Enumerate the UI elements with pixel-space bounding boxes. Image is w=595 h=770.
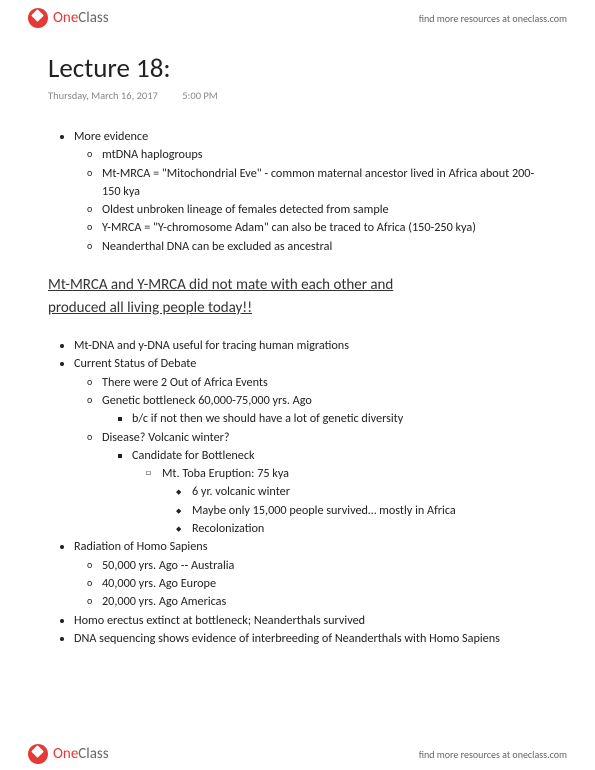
emphasis-line: Mt-MRCA and Y-MRCA did not mate with eac… bbox=[48, 274, 547, 297]
list-text: More evidence bbox=[74, 129, 148, 144]
list-item: Maybe only 15,000 people survived… mostl… bbox=[192, 502, 547, 520]
list-item: Radiation of Homo Sapiens 50,000 yrs. Ag… bbox=[74, 538, 547, 611]
list-item: 50,000 yrs. Ago -- Australia bbox=[102, 557, 547, 575]
list-item: 6 yr. volcanic winter bbox=[192, 483, 547, 501]
emphasis-block: Mt-MRCA and Y-MRCA did not mate with eac… bbox=[48, 274, 547, 319]
brand-logo[interactable]: OneClass bbox=[28, 8, 109, 28]
list-text: Candidate for Bottleneck bbox=[132, 448, 255, 463]
list-item: b/c if not then we should have a lot of … bbox=[132, 410, 547, 428]
list-text: Mt. Toba Eruption: 75 kya bbox=[162, 466, 289, 481]
list-text: Genetic bottleneck 60,000-75,000 yrs. Ag… bbox=[102, 393, 312, 408]
page-footer: OneClass find more resources at oneclass… bbox=[0, 744, 595, 764]
resources-link[interactable]: find more resources at oneclass.com bbox=[419, 748, 567, 761]
logo-text: OneClass bbox=[53, 9, 109, 27]
logo-icon bbox=[28, 744, 48, 764]
brand-class: Class bbox=[78, 9, 108, 27]
document-body: Lecture 18: Thursday, March 16, 2017 5:0… bbox=[0, 40, 595, 648]
list-item: There were 2 Out of Africa Events bbox=[102, 374, 547, 392]
list-item: Candidate for Bottleneck Mt. Toba Erupti… bbox=[132, 447, 547, 538]
list-item: Oldest unbroken lineage of females detec… bbox=[102, 201, 547, 219]
list-item: 40,000 yrs. Ago Europe bbox=[102, 575, 547, 593]
emphasis-line: produced all living people today!! bbox=[48, 297, 547, 320]
list-item: Mt-DNA and y-DNA useful for tracing huma… bbox=[74, 337, 547, 355]
brand-one: One bbox=[53, 745, 78, 763]
list-item: Disease? Volcanic winter? Candidate for … bbox=[102, 429, 547, 539]
list-item: Neanderthal DNA can be excluded as ances… bbox=[102, 238, 547, 256]
list-text: Radiation of Homo Sapiens bbox=[74, 539, 207, 554]
list-item: Y-MRCA = "Y-chromosome Adam" can also be… bbox=[102, 219, 547, 237]
meta-date: Thursday, March 16, 2017 bbox=[48, 89, 158, 102]
list-text: Disease? Volcanic winter? bbox=[102, 430, 230, 445]
list-item: Recolonization bbox=[192, 520, 547, 538]
resources-link[interactable]: find more resources at oneclass.com bbox=[419, 12, 567, 25]
list-item: mtDNA haplogroups bbox=[102, 146, 547, 164]
list-item: Genetic bottleneck 60,000-75,000 yrs. Ag… bbox=[102, 392, 547, 429]
page-meta: Thursday, March 16, 2017 5:00 PM bbox=[48, 89, 547, 102]
list-item: Homo erectus extinct at bottleneck; Nean… bbox=[74, 612, 547, 630]
list-item: More evidence mtDNA haplogroups Mt-MRCA … bbox=[74, 128, 547, 256]
list-item: Mt-MRCA = "Mitochondrial Eve" - common m… bbox=[102, 165, 547, 202]
meta-time: 5:00 PM bbox=[182, 89, 218, 102]
bullet-list: More evidence mtDNA haplogroups Mt-MRCA … bbox=[48, 128, 547, 256]
list-item: DNA sequencing shows evidence of interbr… bbox=[74, 630, 547, 648]
logo-text: OneClass bbox=[53, 745, 109, 763]
list-item: Mt. Toba Eruption: 75 kya 6 yr. volcanic… bbox=[162, 465, 547, 538]
brand-one: One bbox=[53, 9, 78, 27]
bullet-list: Mt-DNA and y-DNA useful for tracing huma… bbox=[48, 337, 547, 648]
page-title: Lecture 18: bbox=[48, 52, 547, 85]
page-header: OneClass find more resources at oneclass… bbox=[0, 0, 595, 40]
brand-class: Class bbox=[78, 745, 108, 763]
list-text: Current Status of Debate bbox=[74, 356, 196, 371]
logo-icon bbox=[28, 8, 48, 28]
list-item: 20,000 yrs. Ago Americas bbox=[102, 593, 547, 611]
brand-logo[interactable]: OneClass bbox=[28, 744, 109, 764]
list-item: Current Status of Debate There were 2 Ou… bbox=[74, 355, 547, 538]
